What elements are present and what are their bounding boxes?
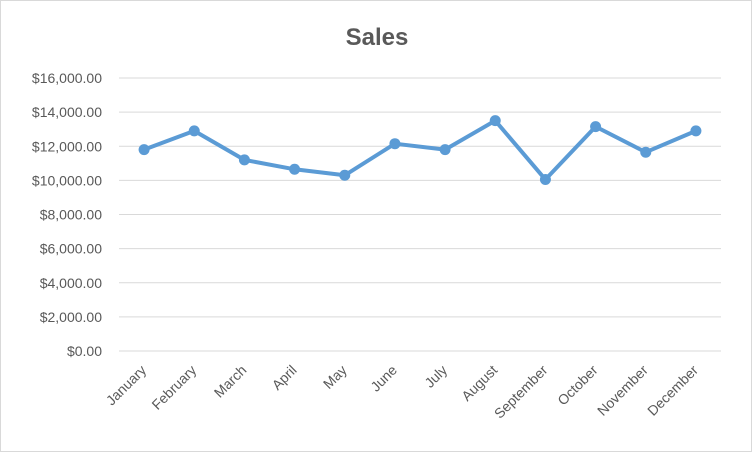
data-point	[489, 115, 501, 127]
y-tick-label: $10,000.00	[32, 172, 102, 188]
data-point	[539, 174, 551, 186]
x-tick-label: June	[367, 362, 400, 395]
data-point	[389, 138, 401, 150]
data-point	[640, 146, 652, 158]
y-tick-label: $8,000.00	[40, 207, 102, 223]
data-point	[439, 144, 451, 156]
data-point	[188, 125, 200, 137]
x-tick-label: August	[458, 362, 500, 404]
y-tick-label: $14,000.00	[32, 104, 102, 120]
series-line	[142, 118, 698, 182]
chart-title: Sales	[346, 24, 409, 51]
x-tick-label: October	[554, 362, 601, 409]
y-axis-labels: $0.00 $2,000.00 $4,000.00 $6,000.00 $8,000.0…	[32, 70, 102, 359]
data-point	[590, 121, 602, 133]
x-tick-label: July	[421, 362, 450, 391]
x-tick-label: April	[269, 362, 300, 393]
y-tick-label: $4,000.00	[40, 275, 102, 291]
y-tick-label: $16,000.00	[32, 70, 102, 86]
y-tick-label: $0.00	[67, 343, 102, 359]
data-point	[289, 163, 301, 175]
x-axis-labels: January February March April May June July Augu…	[103, 362, 702, 422]
series-sales	[138, 115, 702, 186]
gridlines	[119, 77, 721, 352]
data-point	[339, 169, 351, 181]
x-tick-label: January	[103, 362, 150, 409]
y-tick-label: $2,000.00	[40, 309, 102, 325]
data-point	[238, 154, 250, 166]
y-tick-label: $12,000.00	[32, 138, 102, 154]
x-tick-label: September	[491, 362, 551, 422]
x-tick-label: December	[644, 362, 701, 419]
x-tick-label: November	[594, 362, 651, 419]
data-point	[690, 125, 702, 137]
x-tick-label: May	[320, 362, 350, 392]
x-tick-label: March	[211, 362, 250, 401]
x-tick-label: February	[148, 362, 199, 413]
y-tick-label: $6,000.00	[40, 241, 102, 257]
data-point	[138, 144, 150, 156]
